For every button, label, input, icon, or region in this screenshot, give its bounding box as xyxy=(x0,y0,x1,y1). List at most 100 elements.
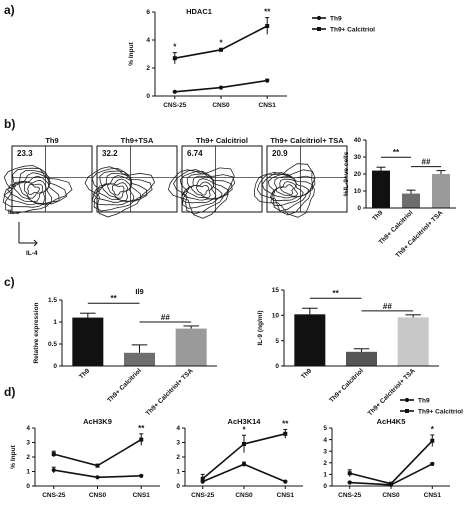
series-line xyxy=(202,463,286,483)
flow-density-contour xyxy=(84,166,156,218)
legend-entry: Th9+ Calcitriol xyxy=(330,27,375,34)
x-tick-label: CNS1 xyxy=(277,492,295,499)
chart-title: AcH3K9 xyxy=(83,417,112,426)
data-point-circle xyxy=(265,78,270,83)
data-point-circle xyxy=(172,89,177,94)
y-tick-label: 5 xyxy=(275,338,279,345)
quadrant-value: 23.3 xyxy=(17,149,33,158)
flow-density-contour xyxy=(267,173,313,207)
data-point-circle xyxy=(241,462,247,467)
flow-plot-title: Th9+ Calcitriol+ TSA xyxy=(270,136,344,145)
x-category-label: Th9+ Calcitriol+ TSA xyxy=(367,367,417,417)
panel-label-a: a) xyxy=(4,3,15,17)
data-point-circle xyxy=(51,467,56,473)
x-category-label: Th9+ Calcitriol+ TSA xyxy=(145,367,195,417)
significance-marker: ** xyxy=(393,148,400,157)
x-tick-label: CNS0 xyxy=(382,492,400,499)
y-tick-label: 0.5 xyxy=(48,341,57,348)
y-tick-label: 1 xyxy=(323,472,327,479)
bar xyxy=(402,193,420,208)
y-tick-label: 0 xyxy=(146,93,150,100)
bar xyxy=(432,174,450,208)
y-tick-label: 2 xyxy=(146,65,150,72)
flow-density-contour xyxy=(179,170,233,209)
bar xyxy=(175,328,207,366)
legend-marker-circle xyxy=(404,397,410,403)
y-axis-label: %IL-9+ve cells xyxy=(343,151,350,196)
y-tick-label: 2 xyxy=(323,460,327,467)
bar xyxy=(124,352,155,366)
significance-marker: ## xyxy=(383,302,392,311)
data-point-square xyxy=(389,481,393,486)
x-tick-label: CNS-25 xyxy=(338,492,362,499)
flow-density-contour xyxy=(23,181,44,199)
y-tick-label: 3 xyxy=(26,440,30,447)
flow-density-contour xyxy=(256,169,316,216)
y-tick-label: 0 xyxy=(275,363,279,370)
legend-entry: Th9 xyxy=(418,398,430,405)
data-point-circle xyxy=(283,479,288,484)
data-point-square xyxy=(242,441,246,446)
significance-marker: * xyxy=(173,43,177,52)
y-tick-label: 10 xyxy=(354,188,362,195)
y-tick-label: 4 xyxy=(176,425,180,432)
y-tick-label: 0 xyxy=(176,483,180,490)
x-tick-label: CNS1 xyxy=(133,492,151,499)
x-tick-label: CNS0 xyxy=(212,102,230,109)
significance-marker: ## xyxy=(422,158,431,167)
data-point-square xyxy=(95,463,100,468)
y-tick-label: 2 xyxy=(176,454,180,461)
chart-title: AcH4K5 xyxy=(377,417,406,426)
legend-entry: Th9 xyxy=(330,16,342,23)
x-category-label: Th9 xyxy=(371,209,384,222)
flow-density-contour xyxy=(3,165,73,214)
data-point-circle xyxy=(218,85,224,90)
y-tick-label: 10 xyxy=(272,313,280,320)
y-tick-label: 3 xyxy=(176,440,180,447)
bar xyxy=(294,314,326,366)
x-tick-label: CNS1 xyxy=(424,492,442,499)
panel-label-d: d) xyxy=(4,385,15,399)
flow-density-contour xyxy=(280,184,294,195)
chart-d-ach3k9: 0 1 2 3 4 % Input CNS-25 CNS0 CNS1 ** AcH3K9 xyxy=(10,417,160,499)
data-point-circle xyxy=(430,461,435,467)
bar xyxy=(372,170,390,208)
y-axis-label: Relative expression xyxy=(33,302,40,363)
bar xyxy=(397,317,429,366)
significance-marker: * xyxy=(219,38,223,47)
data-point-square xyxy=(265,24,270,28)
x-tick-label: CNS0 xyxy=(89,492,107,499)
significance-marker: ## xyxy=(161,313,170,322)
significance-marker: ** xyxy=(282,419,289,428)
y-tick-label: 1 xyxy=(176,469,180,476)
flow-density-contour xyxy=(7,172,53,206)
x-tick-label: CNS0 xyxy=(235,492,253,499)
legend-marker-circle xyxy=(316,15,322,21)
flow-density-contour xyxy=(190,181,213,198)
y-tick-label: 6 xyxy=(146,9,150,16)
chart-title: HDAC1 xyxy=(186,7,212,16)
flow-plot-frame xyxy=(96,145,178,213)
x-tick-label: CNS-25 xyxy=(42,492,66,499)
y-tick-label: 4 xyxy=(146,37,150,44)
significance-marker: ** xyxy=(111,294,118,303)
significance-marker: * xyxy=(242,425,246,434)
x-tick-label: CNS-25 xyxy=(191,492,215,499)
y-tick-label: 30 xyxy=(354,154,362,161)
flow-plot-frame xyxy=(181,145,263,213)
chart-c-il9-elisa: 0 5 10 15 IL-9 (ng/ml) Th9 Th9+ Calcitriol Th9+… xyxy=(257,287,439,417)
y-tick-label: 2 xyxy=(26,454,30,461)
y-tick-label: 1 xyxy=(53,319,57,326)
flow-density-contour xyxy=(101,178,131,202)
chart-title: AcH3K14 xyxy=(228,417,262,426)
x-category-label: Th9 xyxy=(78,367,91,380)
data-point-square xyxy=(347,471,352,476)
y-axis-label: IL-9 (ng/ml) xyxy=(257,310,264,345)
chart-title: Il9 xyxy=(135,287,143,296)
data-point-circle xyxy=(347,480,352,485)
y-axis-label: % Input xyxy=(128,41,135,65)
